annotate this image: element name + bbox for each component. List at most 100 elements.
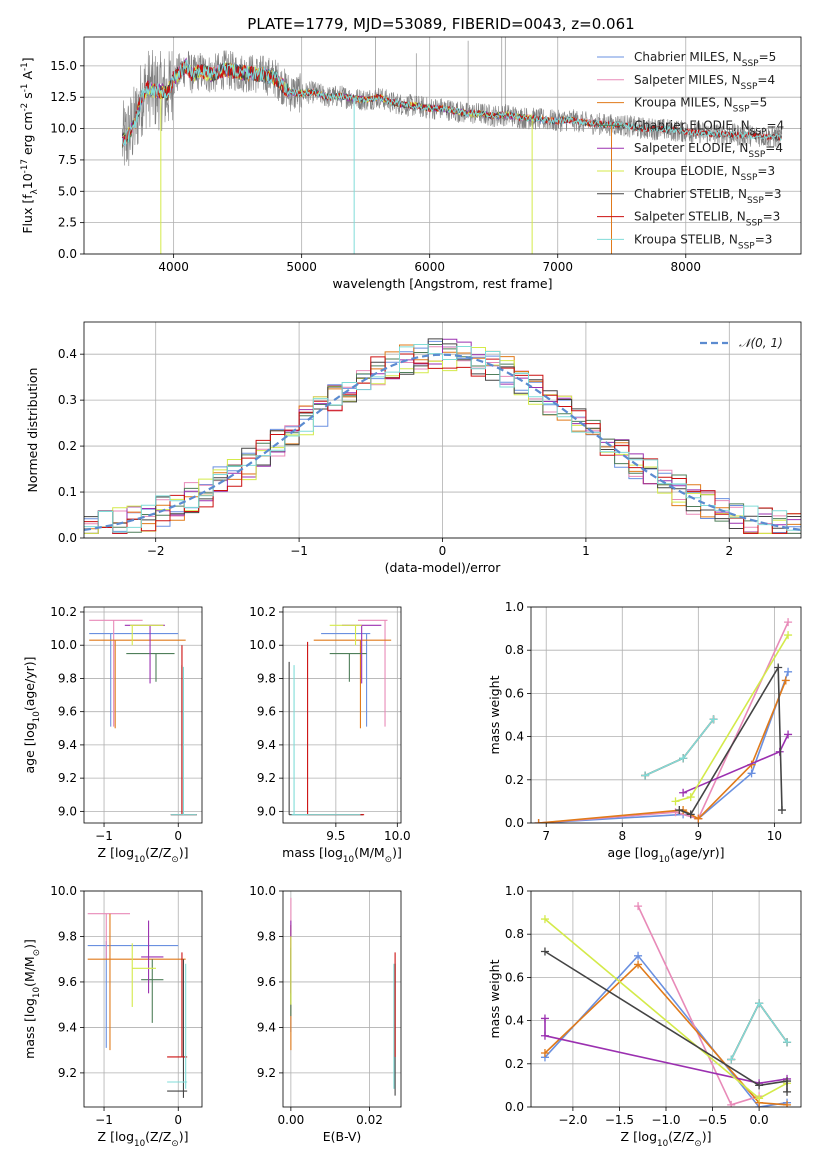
- legend-model-name: Kroupa MILES, N: [634, 96, 733, 110]
- plot-area: [121, 37, 783, 254]
- series-point: [755, 999, 764, 1008]
- y-tick-label: 9.0: [257, 804, 276, 818]
- axes-frame: [282, 606, 402, 824]
- y-tick-label: 5.0: [58, 184, 77, 198]
- histogram-step-line: [84, 338, 801, 529]
- series-point: [774, 663, 783, 672]
- x-tick-label: 8000: [670, 260, 701, 274]
- series-point: [641, 771, 650, 780]
- series-point: [694, 814, 703, 823]
- series-line: [679, 664, 783, 816]
- x-tick-label: −2: [147, 544, 165, 558]
- series-point: [755, 1094, 764, 1103]
- y-tick-label: 0.0: [58, 531, 77, 545]
- y-axis-label: mass weight: [487, 959, 502, 1038]
- legend-nssp: =3: [764, 187, 782, 201]
- x-axis-label: (data-model)/error: [385, 560, 502, 575]
- y-tick-label: 0.4: [505, 1014, 524, 1028]
- legend-label: Chabrier MILES, NSSP=5: [634, 50, 776, 69]
- x-tick-label: 4000: [158, 260, 189, 274]
- legend-nssp: =5: [759, 50, 777, 64]
- series-point: [777, 806, 786, 815]
- legend-model-name: Kroupa ELODIE, N: [634, 164, 741, 178]
- histogram-step-line: [84, 338, 801, 534]
- x-axis-label: Z [log10(Z/Z⊙)]: [621, 1129, 712, 1149]
- plot-area: [87, 913, 188, 1098]
- x-tick-label: 7: [542, 829, 550, 843]
- y-axis-label: Normed distribution: [25, 368, 40, 493]
- plot-area: [534, 618, 793, 823]
- series-point: [540, 1031, 549, 1040]
- y-tick-label: 10.0: [50, 638, 77, 652]
- panel-age-vs-Z: −1 0 9.0 9.2 9.4 9.6 9.8 10.0 10.2 Z [log10(Z/Z⊙)…: [22, 605, 203, 865]
- series-point: [675, 806, 684, 815]
- legend-label: Kroupa ELODIE, NSSP=3: [634, 164, 775, 183]
- panel-mass-vs-EBV: 0.00 0.02 9.2 9.4 9.6 9.8 10.0 E(B-V): [249, 884, 402, 1144]
- series-point: [686, 810, 695, 819]
- series-point: [634, 951, 643, 960]
- x-tick-label: −1: [95, 1113, 113, 1127]
- x-axis-label: Z [log10(Z/Z⊙)]: [98, 845, 189, 865]
- series-point: [747, 769, 756, 778]
- plot-area: [288, 619, 392, 816]
- series-line: [544, 950, 788, 1092]
- legend-nssp: =3: [755, 232, 773, 246]
- legend-ssp-sub: SSP: [748, 150, 765, 160]
- histogram-step-line: [84, 353, 801, 534]
- plot-area: [540, 902, 792, 1107]
- spectrum-model-line: [121, 59, 782, 147]
- y-tick-label: 10.0: [249, 638, 276, 652]
- legend-label: Salpeter STELIB, NSSP=3: [634, 210, 780, 229]
- axes-frame: [83, 606, 203, 824]
- panel-mass-weight-vs-age: 7 8 9 10 0.0 0.2 0.4 0.6 0.8 1.0 age [log10(age/yr…: [487, 600, 802, 865]
- legend-ssp-sub: SSP: [747, 196, 764, 206]
- y-tick-label: 1.0: [505, 884, 524, 898]
- y-tick-label: 9.4: [257, 1020, 276, 1034]
- y-tick-label: 0.1: [58, 485, 77, 499]
- y-tick-label: 0.2: [58, 439, 77, 453]
- series-point: [709, 715, 718, 724]
- y-tick-label: 0.8: [505, 927, 524, 941]
- legend-ssp-sub: SSP: [746, 219, 763, 229]
- x-tick-label: 0: [174, 1113, 182, 1127]
- series-point: [634, 902, 643, 911]
- x-tick-label: −0.5: [698, 1113, 727, 1127]
- legend-label: Kroupa MILES, NSSP=5: [634, 96, 767, 115]
- x-tick-label: −1.0: [651, 1113, 680, 1127]
- y-tick-label: 0.3: [58, 393, 77, 407]
- x-axis-label: age [log10(age/yr)]: [607, 845, 724, 865]
- series-point: [784, 667, 793, 676]
- x-axis-label: mass [log10(M/M⊙)]: [282, 845, 402, 865]
- series-line: [544, 963, 788, 1106]
- axes-frame: [83, 890, 203, 1108]
- legend-ssp-sub: SSP: [742, 59, 759, 69]
- legend-nssp: =4: [757, 73, 775, 87]
- y-tick-label: 10.2: [249, 605, 276, 619]
- series-point: [784, 631, 793, 640]
- y-tick-label: 10.0: [50, 122, 77, 136]
- x-tick-label: 9: [695, 829, 703, 843]
- x-tick-label: 2: [725, 544, 733, 558]
- x-tick-label: 5000: [286, 260, 317, 274]
- plot-area: [290, 897, 396, 1096]
- y-tick-label: 15.0: [50, 59, 77, 73]
- legend-model-name: Salpeter ELODIE, N: [634, 141, 748, 155]
- y-tick-label: 10.0: [50, 884, 77, 898]
- gaussian-legend-label: 𝒩(0, 1): [739, 336, 783, 350]
- series-line: [644, 718, 715, 777]
- y-tick-label: 9.6: [58, 705, 77, 719]
- y-tick-label: 10.2: [50, 605, 77, 619]
- legend-label: Salpeter MILES, NSSP=4: [634, 73, 775, 92]
- y-tick-label: 9.2: [58, 1066, 77, 1080]
- axes-frame: [530, 606, 802, 824]
- grid: [531, 890, 801, 1108]
- series-point: [540, 1049, 549, 1057]
- y-tick-label: 9.4: [257, 738, 276, 752]
- panel-spectrum: 4000 5000 6000 7000 8000 0.0 2.5 5.0 7.5 10.0 12.5…: [20, 36, 802, 291]
- y-tick-label: 0.2: [505, 773, 524, 787]
- axes-frame: [530, 890, 802, 1108]
- x-tick-label: −1: [95, 829, 113, 843]
- legend-model-name: Salpeter STELIB, N: [634, 210, 746, 224]
- y-tick-label: 0.0: [505, 1100, 524, 1114]
- series-line: [538, 621, 789, 823]
